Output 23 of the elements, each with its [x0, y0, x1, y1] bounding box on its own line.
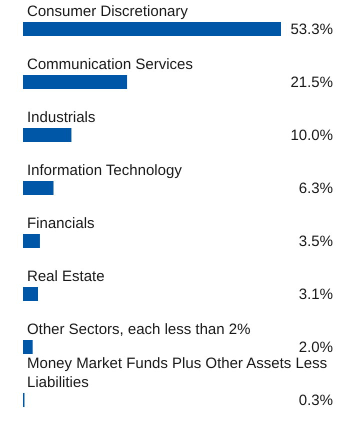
y-tick-label: Financials	[27, 215, 95, 232]
y-tick-label: Real Estate	[27, 268, 105, 285]
bar	[23, 128, 72, 142]
data-label: 2.0%	[298, 338, 333, 356]
data-label: 0.3%	[298, 392, 333, 409]
data-label: 3.5%	[298, 232, 333, 250]
bar	[23, 287, 38, 301]
bar	[23, 340, 33, 354]
data-label: 21.5%	[290, 74, 333, 91]
bar	[23, 22, 281, 36]
y-tick-label: Money Market Funds Plus Other Assets Less Liabilities	[27, 355, 328, 391]
bar	[23, 75, 128, 89]
y-tick-label: Communication Services	[27, 56, 193, 73]
y-tick-label: Other Sectors, each less than 2%	[27, 321, 250, 338]
bar	[23, 181, 54, 195]
data-label: 6.3%	[298, 180, 333, 197]
data-label: 3.1%	[298, 286, 333, 303]
data-label: 53.3%	[290, 20, 333, 38]
data-label: 10.0%	[290, 126, 333, 144]
y-tick-label: Industrials	[27, 109, 96, 126]
y-tick-label: Information Technology	[27, 162, 182, 179]
y-tick-label: Consumer Discretionary	[27, 3, 188, 20]
bar	[23, 234, 40, 248]
